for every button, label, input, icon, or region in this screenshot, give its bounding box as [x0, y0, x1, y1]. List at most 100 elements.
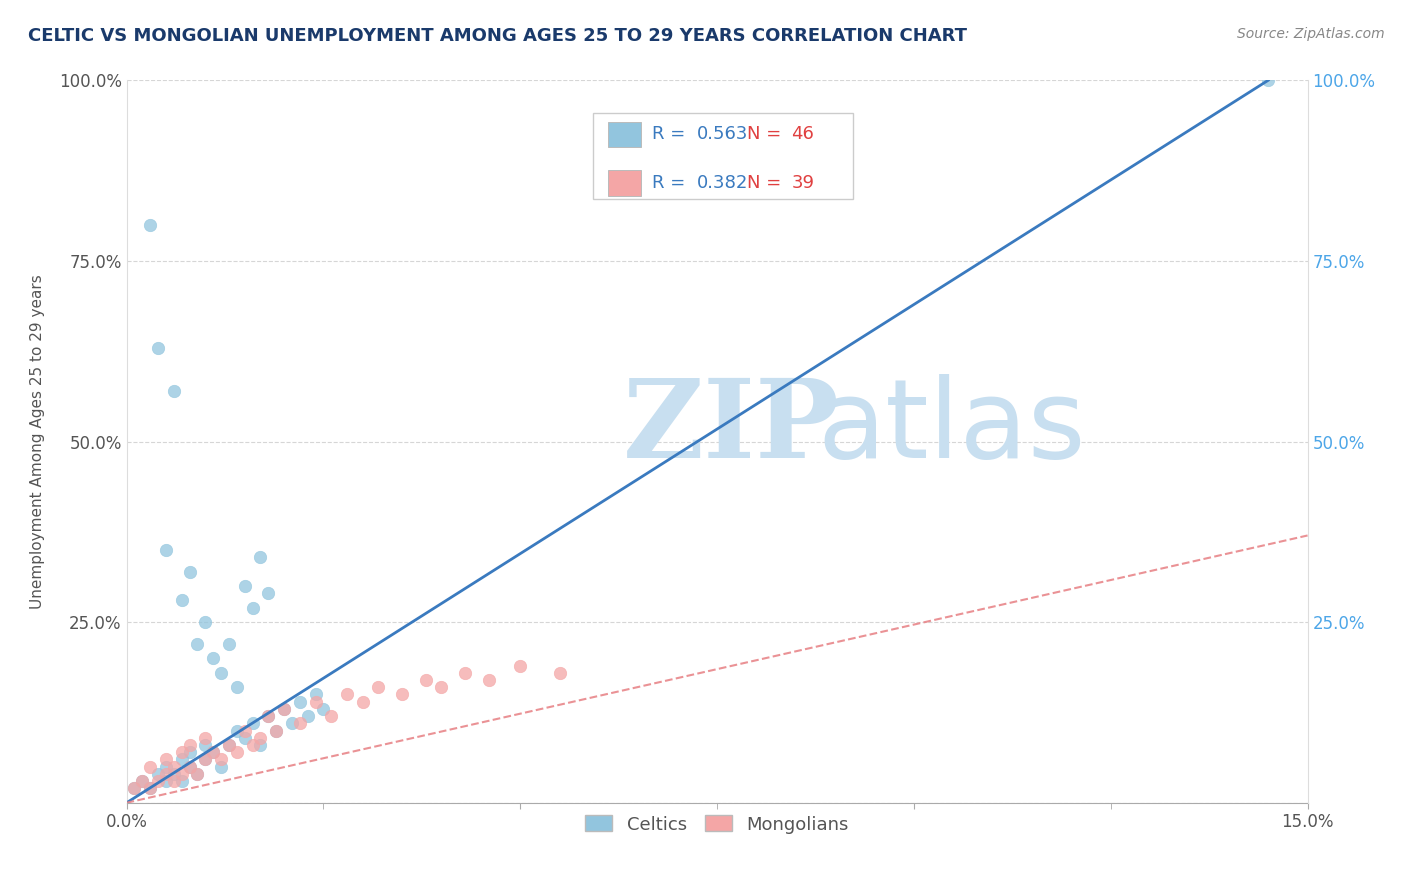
FancyBboxPatch shape: [609, 122, 641, 147]
Point: [430, 680, 453, 694]
Point: [170, 593, 193, 607]
Point: [194, 731, 217, 745]
Point: [179, 745, 201, 759]
Point: [264, 723, 287, 738]
Text: ZIP: ZIP: [623, 374, 839, 481]
Point: [273, 702, 295, 716]
Point: [548, 665, 571, 680]
Point: [352, 695, 374, 709]
Point: [131, 774, 153, 789]
Point: [124, 781, 146, 796]
Point: [139, 781, 162, 796]
Point: [415, 673, 437, 687]
Point: [139, 781, 162, 796]
Point: [264, 723, 287, 738]
Text: 0.382: 0.382: [697, 174, 748, 192]
Point: [170, 767, 193, 781]
Point: [202, 651, 225, 665]
Point: [194, 752, 217, 766]
Point: [146, 774, 169, 789]
Point: [186, 767, 208, 781]
Text: 0.563: 0.563: [697, 126, 748, 144]
Point: [194, 738, 217, 752]
Point: [225, 745, 247, 759]
Point: [179, 738, 201, 752]
FancyBboxPatch shape: [609, 170, 641, 195]
Point: [312, 702, 335, 716]
FancyBboxPatch shape: [593, 112, 853, 200]
Point: [273, 702, 295, 716]
Point: [163, 760, 186, 774]
Point: [288, 695, 311, 709]
Point: [163, 767, 186, 781]
Point: [225, 680, 247, 694]
Point: [186, 637, 208, 651]
Point: [249, 738, 271, 752]
Point: [218, 637, 240, 651]
Point: [163, 774, 186, 789]
Point: [242, 600, 264, 615]
Point: [336, 687, 359, 701]
Point: [179, 760, 201, 774]
Text: atlas: atlas: [817, 374, 1085, 481]
Point: [155, 774, 177, 789]
Point: [1257, 73, 1279, 87]
Text: 39: 39: [792, 174, 814, 192]
Point: [155, 542, 177, 557]
Point: [186, 767, 208, 781]
Point: [288, 716, 311, 731]
Point: [170, 752, 193, 766]
Point: [367, 680, 389, 694]
Legend: Celtics, Mongolians: Celtics, Mongolians: [578, 808, 856, 841]
Y-axis label: Unemployment Among Ages 25 to 29 years: Unemployment Among Ages 25 to 29 years: [30, 274, 45, 609]
Point: [194, 615, 217, 630]
Point: [257, 709, 280, 723]
Point: [155, 752, 177, 766]
Point: [209, 665, 232, 680]
Point: [242, 716, 264, 731]
Text: R =: R =: [652, 126, 692, 144]
Point: [509, 658, 531, 673]
Text: N =: N =: [747, 126, 786, 144]
Point: [202, 745, 225, 759]
Point: [478, 673, 501, 687]
Point: [257, 709, 280, 723]
Point: [139, 760, 162, 774]
Point: [202, 745, 225, 759]
Point: [146, 341, 169, 355]
Point: [155, 760, 177, 774]
Point: [391, 687, 413, 701]
Point: [124, 781, 146, 796]
Point: [163, 384, 186, 398]
Point: [209, 760, 232, 774]
Point: [304, 687, 326, 701]
Point: [281, 716, 304, 731]
Point: [249, 731, 271, 745]
Point: [179, 565, 201, 579]
Point: [242, 738, 264, 752]
Point: [139, 218, 162, 232]
Point: [218, 738, 240, 752]
Point: [146, 767, 169, 781]
Point: [233, 723, 256, 738]
Point: [257, 586, 280, 600]
Point: [155, 767, 177, 781]
Point: [454, 665, 477, 680]
Text: CELTIC VS MONGOLIAN UNEMPLOYMENT AMONG AGES 25 TO 29 YEARS CORRELATION CHART: CELTIC VS MONGOLIAN UNEMPLOYMENT AMONG A…: [28, 27, 967, 45]
Text: R =: R =: [652, 174, 692, 192]
Point: [194, 752, 217, 766]
Point: [297, 709, 319, 723]
Point: [170, 774, 193, 789]
Point: [170, 745, 193, 759]
Point: [209, 752, 232, 766]
Text: 46: 46: [792, 126, 814, 144]
Point: [249, 550, 271, 565]
Point: [225, 723, 247, 738]
Point: [233, 579, 256, 593]
Point: [233, 731, 256, 745]
Text: Source: ZipAtlas.com: Source: ZipAtlas.com: [1237, 27, 1385, 41]
Text: N =: N =: [747, 174, 786, 192]
Point: [218, 738, 240, 752]
Point: [179, 760, 201, 774]
Point: [131, 774, 153, 789]
